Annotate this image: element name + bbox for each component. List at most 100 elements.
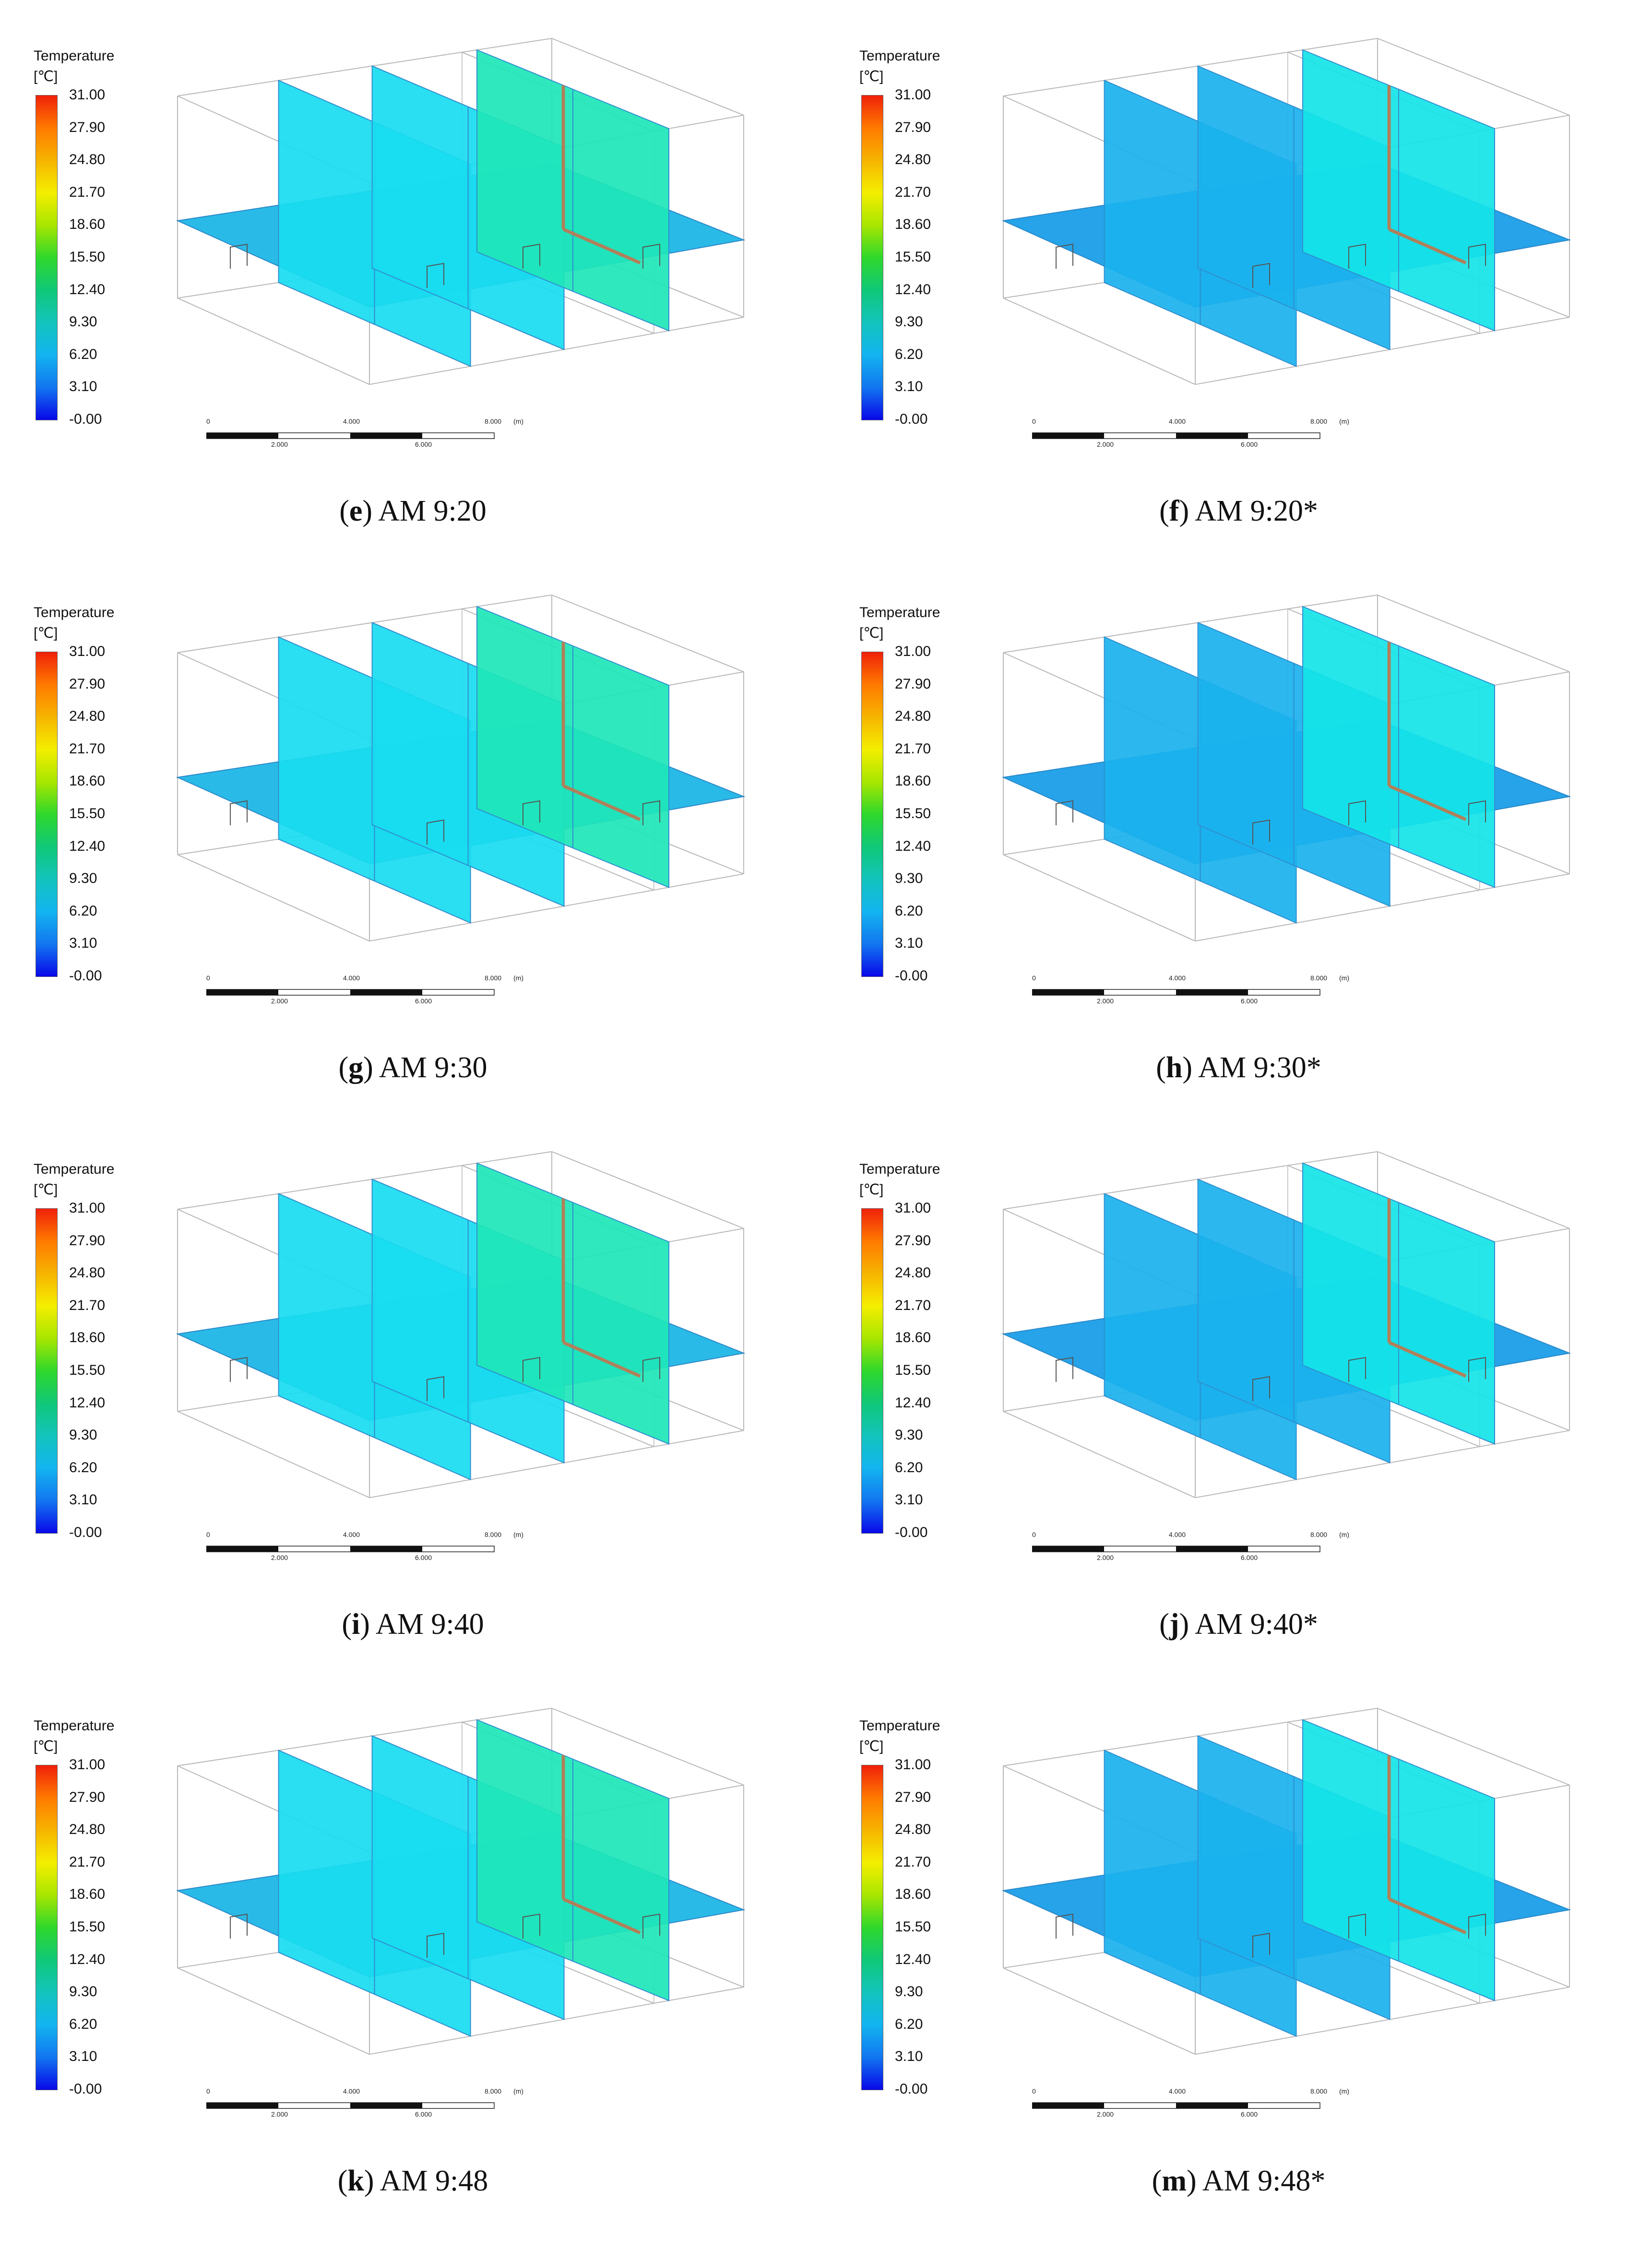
frame-edge	[551, 38, 744, 116]
panel-time: AM 9:20	[378, 495, 487, 527]
door-outline	[1348, 1913, 1366, 1939]
heating-pipe	[562, 1341, 641, 1378]
legend-unit: [℃]	[859, 1738, 884, 1754]
legend-color-bar	[36, 95, 58, 420]
door-outline	[1056, 243, 1073, 269]
legend-unit: [℃]	[34, 625, 58, 641]
legend-tick-label: 9.30	[895, 1984, 923, 2000]
door-outline	[230, 1913, 248, 1939]
panel-caption: (h) AM 9:30*	[1156, 1051, 1321, 1084]
legend-tick-label: -0.00	[895, 968, 928, 984]
vertical-section-plane	[371, 65, 469, 310]
scale-label: (m)	[513, 974, 523, 982]
legend-tick-label: 27.90	[69, 676, 106, 692]
legend-tick-label: 15.50	[895, 249, 931, 265]
legend-tick-label: 24.80	[69, 152, 106, 168]
color-legend: Temperature [℃] 31.00 27.90 24.80 21.70 18.6…	[859, 48, 984, 432]
temperature-contour-3d	[176, 595, 746, 942]
door-outline	[523, 1357, 540, 1382]
legend-color-bar	[861, 652, 883, 977]
door-outline	[427, 819, 444, 845]
vertical-section-plane	[371, 1179, 469, 1423]
legend-tick-label: 9.30	[69, 1427, 97, 1443]
door-outline	[1468, 243, 1486, 269]
color-legend: Temperature [℃] 31.00 27.90 24.80 21.70 18.6…	[859, 605, 984, 988]
frame-edge	[177, 854, 370, 942]
legend-tick-label: 18.60	[895, 1330, 931, 1346]
scale-label: 8.000	[485, 974, 502, 982]
scale-bar-graphic	[1032, 432, 1320, 439]
scale-segment	[1176, 433, 1248, 439]
heating-pipe	[1388, 1897, 1467, 1935]
frame-edge	[1195, 873, 1570, 942]
legend-tick-label: 3.10	[69, 2048, 97, 2065]
legend-tick-label: 18.60	[895, 773, 931, 789]
legend-tick-label: 6.20	[69, 1459, 97, 1476]
scale-label: 0	[206, 1531, 210, 1538]
door-outline	[230, 243, 248, 269]
panel-letter: e	[349, 495, 363, 527]
scale-segment	[350, 433, 422, 439]
figure-panel-g: Temperature [℃] 31.00 27.90 24.80 21.70 18.6…	[0, 557, 826, 1113]
vertical-section-plane	[278, 636, 375, 882]
legend-color-bar	[861, 1765, 883, 2090]
scale-segment	[206, 2103, 278, 2108]
panel-caption: (m) AM 9:48*	[1152, 2165, 1326, 2197]
vertical-section-plane	[1104, 80, 1201, 325]
frame-edge	[551, 1708, 744, 1786]
scale-label: 6.000	[1241, 440, 1258, 448]
legend-title: Temperature	[859, 48, 940, 64]
panel-letter: i	[352, 1608, 360, 1641]
legend-tick-label: 3.10	[895, 379, 923, 395]
scale-label: 2.000	[1097, 2110, 1114, 2118]
vertical-section-plane	[1197, 65, 1295, 310]
legend-title: Temperature	[859, 1718, 940, 1734]
legend-tick-label: -0.00	[895, 411, 928, 427]
legend-tick-label: 9.30	[69, 1984, 97, 2000]
legend-unit: [℃]	[34, 1182, 58, 1198]
scale-label: (m)	[513, 2087, 523, 2095]
legend-tick-label: 31.00	[895, 643, 931, 659]
panel-time: AM 9:20*	[1195, 495, 1318, 527]
frame-edge	[1003, 854, 1196, 942]
legend-tick-label: 27.90	[69, 1232, 106, 1249]
legend-tick-label: 21.70	[895, 1854, 931, 1870]
legend-tick-label: -0.00	[895, 2081, 928, 2097]
vertical-section-plane	[572, 1202, 669, 1445]
legend-tick-label: 12.40	[895, 1394, 931, 1411]
legend-tick-label: 3.10	[895, 2048, 923, 2065]
scale-label: 0	[206, 974, 210, 982]
legend-tick-label: 12.40	[69, 281, 106, 298]
frame-edge	[1377, 1151, 1570, 1229]
legend-tick-label: 6.20	[895, 346, 923, 362]
scale-label: 6.000	[1241, 1554, 1258, 1561]
vertical-section-plane	[1302, 606, 1399, 849]
scale-label: 8.000	[485, 1531, 502, 1538]
frame-edge	[1003, 1411, 1196, 1499]
figure-panel-m: Temperature [℃] 31.00 27.90 24.80 21.70 18.6…	[826, 1670, 1652, 2226]
door-outline	[523, 800, 540, 825]
frame-edge	[177, 298, 370, 385]
legend-tick-label: 12.40	[895, 1951, 931, 1967]
legend-tick-label: -0.00	[895, 1524, 928, 1540]
scale-label: (m)	[1339, 2087, 1349, 2095]
legend-tick-label: 3.10	[69, 1492, 97, 1508]
vertical-section-plane	[278, 80, 375, 325]
heating-pipe	[562, 227, 641, 265]
panel-caption: (k) AM 9:48	[337, 2165, 488, 2197]
scale-label: 0	[1032, 974, 1036, 982]
legend-tick-label: 24.80	[69, 1265, 106, 1281]
frame-edge	[1195, 1430, 1570, 1499]
legend-tick-label: 31.00	[69, 643, 106, 659]
scale-label: (m)	[513, 417, 523, 425]
legend-tick-label: 6.20	[69, 2016, 97, 2032]
scale-bar: 0 4.000 8.000 (m) 2.000 6.000	[206, 1531, 638, 1569]
legend-tick-label: 18.60	[69, 1886, 106, 1903]
scale-bar-graphic	[1032, 2102, 1320, 2109]
door-outline	[1252, 1932, 1270, 1958]
panel-letter: g	[348, 1051, 364, 1084]
panel-time: AM 9:30*	[1198, 1051, 1321, 1084]
legend-tick-label: 21.70	[69, 184, 106, 200]
scale-bar-graphic	[206, 1546, 495, 1552]
legend-title: Temperature	[34, 1161, 115, 1177]
